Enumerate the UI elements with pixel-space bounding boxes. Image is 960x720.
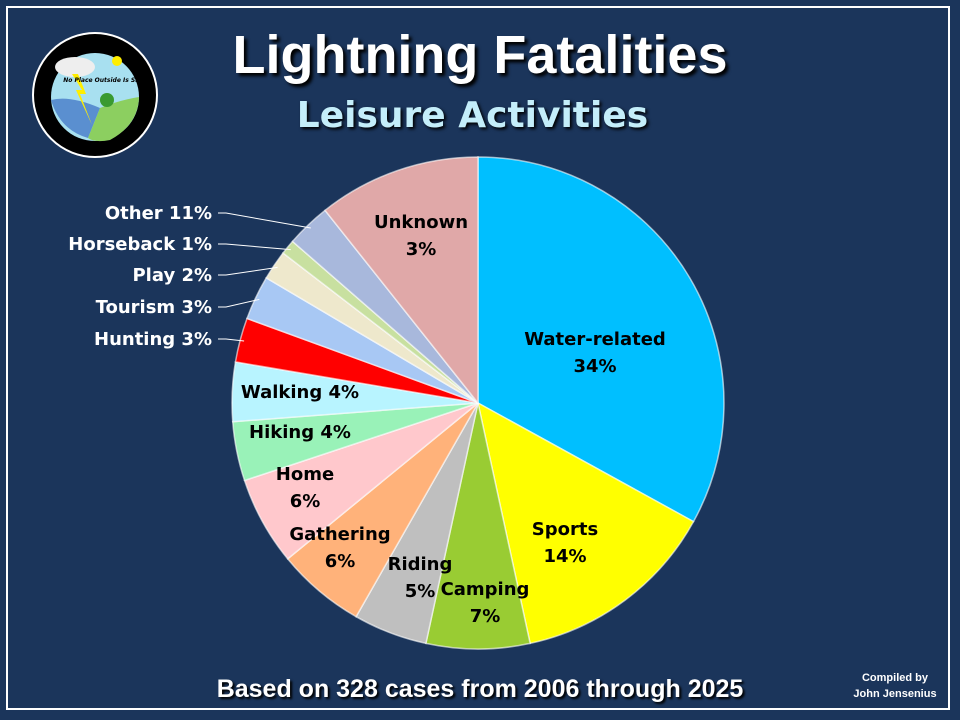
pie-slice-water-related: [477, 156, 725, 523]
credit-line-1: Compiled by: [861, 672, 928, 684]
credit: Compiled by John Jensenius: [840, 670, 950, 702]
chart-title: Lightning Fatalities: [232, 25, 728, 85]
leader-line-horseback: [218, 243, 291, 251]
logo-inner-text: No Place Outside Is Safe !: [63, 77, 151, 84]
slice-label-water-related: Water-related 34%: [524, 329, 666, 377]
slice-label-camping: Camping 7%: [441, 579, 530, 627]
credit-line-2: John Jensenius: [853, 688, 937, 700]
pie-slice-sports: [476, 401, 695, 645]
chart-subtitle: Leisure Activities: [296, 95, 649, 136]
leader-line-play: [218, 266, 278, 276]
footer-note: Based on 328 cases from 2006 through 202…: [216, 675, 744, 703]
slice-label-gathering: Gathering 6%: [289, 524, 390, 572]
slice-label-home: Home 6%: [276, 464, 334, 512]
nlsc-logo: No Place Outside Is Safe !: [32, 32, 158, 158]
slice-label-walking: Walking 4%: [241, 382, 359, 403]
slice-label-riding: Riding 5%: [388, 554, 453, 602]
pie-slice-camping: [424, 402, 532, 650]
slide-border: [6, 6, 950, 710]
slice-label-horseback: Horseback 1%: [68, 234, 212, 255]
leader-line-tourism: [218, 298, 260, 308]
pie-slice-unknown: [323, 156, 479, 406]
leader-line-other: [218, 212, 311, 229]
slice-label-tourism: Tourism 3%: [96, 297, 212, 318]
slice-label-hiking: Hiking 4%: [249, 422, 351, 443]
slice-label-sports: Sports 14%: [532, 519, 598, 567]
slice-label-other: Other 11%: [105, 203, 212, 224]
slice-label-unknown: Unknown 3%: [374, 212, 468, 260]
slice-label-hunting: Hunting 3%: [94, 329, 212, 350]
slice-label-play: Play 2%: [132, 265, 212, 286]
leader-line-hunting: [218, 338, 245, 342]
